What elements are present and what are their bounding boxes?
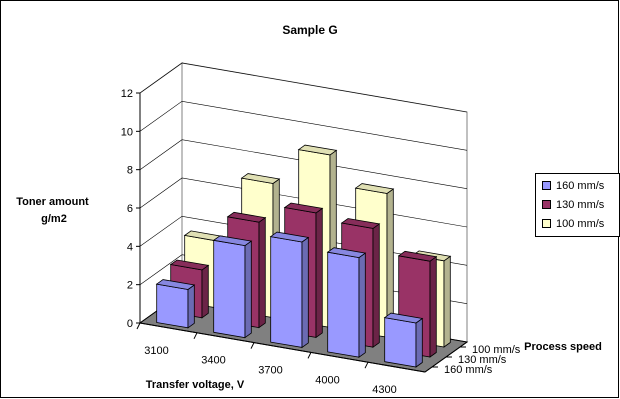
y-axis-title: Toner amount g/m2 [16, 196, 92, 225]
depth-tick-label: 130 mm/s [458, 354, 507, 366]
chart-title: Sample G [282, 23, 337, 37]
legend-label-130: 130 mm/s [556, 199, 605, 211]
x-tick-label: 3700 [258, 365, 282, 377]
bar-160mms-3700 [269, 231, 310, 349]
x-tick-label: 3100 [144, 345, 168, 357]
x-axis-title: Transfer voltage, V [146, 379, 245, 391]
x-tick-label: 4300 [372, 384, 396, 396]
depth-axis-title: Process speed [524, 341, 602, 353]
x-tick-label: 3400 [201, 355, 225, 367]
x-axis-line [139, 322, 426, 373]
legend-label-100: 100 mm/s [556, 218, 605, 230]
legend-swatch-160 [542, 181, 551, 190]
x-tick-mark [250, 342, 255, 349]
y-tick-label: 12 [121, 88, 133, 100]
bar-160mms-4000 [326, 247, 367, 358]
bar-160mms-3400 [212, 235, 253, 339]
legend-swatch-100 [542, 219, 551, 228]
x-tick-label: 4000 [315, 374, 339, 386]
depth-tick-label: 160 mm/s [444, 364, 493, 376]
x-tick-mark [364, 361, 369, 369]
depth-tick-label: 100 mm/s [472, 344, 521, 356]
legend: 160 mm/s 130 mm/s 100 mm/s [535, 173, 620, 237]
gridline [139, 100, 468, 151]
bars [155, 144, 452, 368]
gridline [139, 62, 468, 113]
gridline [139, 139, 468, 189]
y-tick-label: 4 [127, 241, 133, 253]
y-tick-label: 0 [127, 318, 133, 330]
axes: 0 2 4 6 8 10 12 3100 3400 3700 4000 4300 100 mm/s130… [121, 88, 521, 396]
bar-160mms-4300 [383, 312, 424, 368]
y-tick-label: 8 [127, 165, 133, 177]
legend-swatch-130 [542, 200, 551, 209]
x-tick-mark [307, 352, 312, 359]
y-tick-label: 2 [127, 280, 133, 292]
x-tick-mark [136, 322, 141, 330]
bar-160mms-3100 [155, 279, 196, 329]
x-tick-mark [193, 332, 198, 340]
legend-label-160: 160 mm/s [556, 180, 605, 192]
y-tick-label: 10 [121, 126, 133, 138]
y-tick-label: 6 [127, 203, 133, 215]
